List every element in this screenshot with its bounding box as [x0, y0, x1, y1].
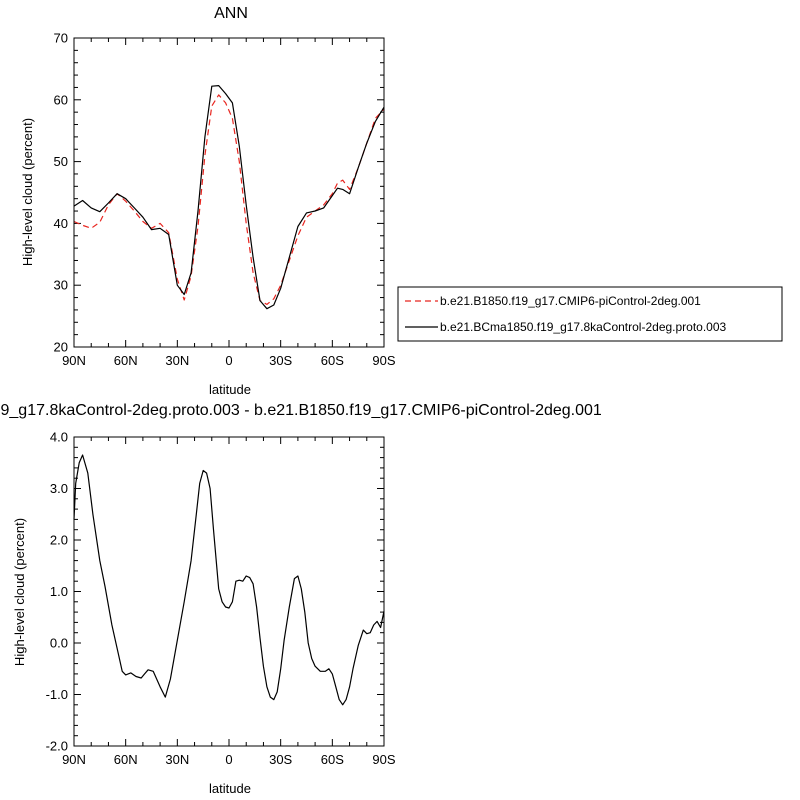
tick-labels: 90N 60N 30N 0 30S 60S 90S -2.0 -1.0 0.0 1.0 2.0 3.0 4…	[46, 430, 396, 768]
y-tick-label: 70	[54, 31, 68, 46]
y-tick-label: 0.0	[50, 636, 68, 651]
y-tick-label: -1.0	[46, 687, 68, 702]
x-tick-label: 90S	[372, 353, 395, 368]
series-lines	[73, 84, 385, 310]
axis-ticks	[73, 37, 385, 348]
chart-title-ann: ANN	[214, 5, 248, 22]
y-axis-title: High-level cloud (percent)	[20, 118, 35, 266]
series-line-0	[73, 94, 385, 305]
y-tick-label: 30	[54, 278, 68, 293]
x-tick-label: 90S	[372, 752, 395, 767]
y-tick-label: 60	[54, 92, 68, 107]
y-tick-label: 3.0	[50, 481, 68, 496]
y-tick-label: -2.0	[46, 739, 68, 754]
legend-label-0: b.e21.B1850.f19_g17.CMIP6-piControl-2deg…	[440, 294, 701, 308]
x-tick-label: 30S	[269, 752, 292, 767]
y-axis-title: High-level cloud (percent)	[12, 518, 27, 666]
tick-labels: 90N 60N 30N 0 30S 60S 90S 20 30 40 50 60 70	[54, 31, 396, 369]
mean-high-cloud-chart: ANN High-level cloud (percent) latitude …	[20, 5, 396, 397]
y-tick-label: 1.0	[50, 584, 68, 599]
legend-box	[397, 286, 783, 342]
legend-label-1: b.e21.BCma1850.f19_g17.8kaControl-2deg.p…	[440, 320, 727, 334]
plot-frame	[73, 37, 385, 348]
x-tick-label: 60S	[321, 752, 344, 767]
x-tick-label: 60N	[114, 353, 138, 368]
x-tick-label: 60N	[114, 752, 138, 767]
x-tick-label: 0	[225, 752, 232, 767]
x-tick-label: 30N	[165, 353, 189, 368]
y-tick-label: 20	[54, 340, 68, 355]
difference-chart: b.e21.BCma1850.f19_g17.8kaControl-2deg.p…	[0, 402, 602, 796]
x-tick-label: 30N	[165, 752, 189, 767]
legend: b.e21.B1850.f19_g17.CMIP6-piControl-2deg…	[397, 286, 783, 342]
x-axis-title: latitude	[209, 382, 251, 397]
y-tick-label: 2.0	[50, 533, 68, 548]
x-tick-label: 0	[225, 353, 232, 368]
y-tick-label: 4.0	[50, 430, 68, 445]
x-axis-title: latitude	[209, 781, 251, 796]
plot-frame	[73, 436, 385, 747]
chart-title-difference: b.e21.BCma1850.f19_g17.8kaControl-2deg.p…	[0, 402, 602, 419]
y-tick-label: 40	[54, 216, 68, 231]
series-line-1	[73, 84, 385, 310]
x-tick-label: 90N	[62, 353, 86, 368]
x-tick-label: 60S	[321, 353, 344, 368]
x-tick-label: 90N	[62, 752, 86, 767]
series-lines	[73, 454, 385, 706]
y-tick-label: 50	[54, 154, 68, 169]
x-tick-label: 30S	[269, 353, 292, 368]
axis-ticks	[73, 436, 385, 747]
series-line-0	[73, 454, 385, 706]
